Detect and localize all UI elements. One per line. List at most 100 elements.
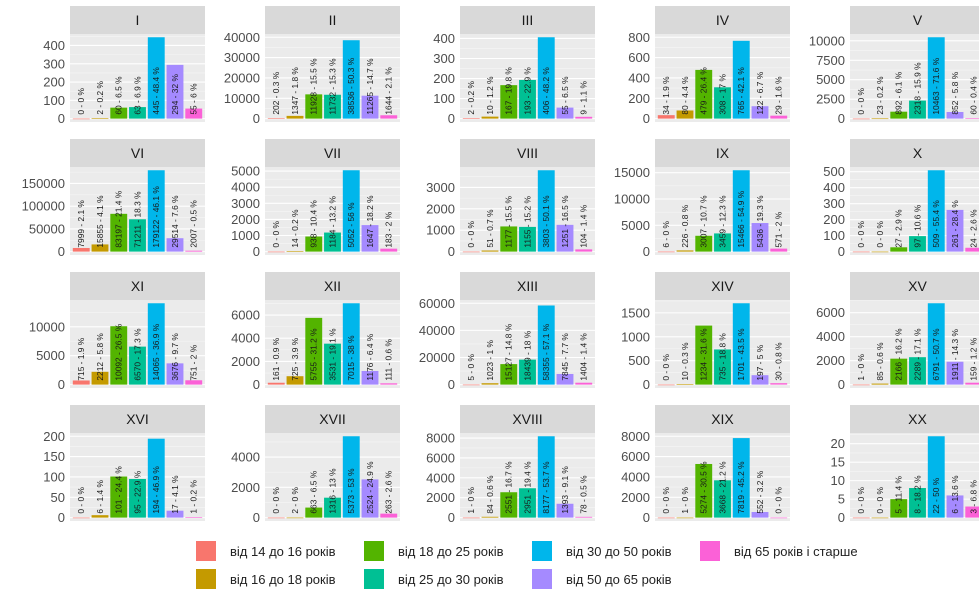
bar-label: 7999 - 2.1 % bbox=[76, 200, 86, 248]
bar-label: 2 - 0 % bbox=[290, 487, 300, 514]
y-tick-label: 7500 bbox=[816, 53, 845, 68]
bar-label: 1404 - 1.4 % bbox=[579, 333, 589, 381]
bar bbox=[110, 107, 128, 119]
y-tick-label: 0 bbox=[643, 377, 650, 392]
bar bbox=[324, 232, 341, 252]
bar-label: 0 - 0 % bbox=[76, 487, 86, 514]
facet-title: XVIII bbox=[512, 411, 542, 427]
bar bbox=[871, 383, 889, 385]
y-tick-label: 20 bbox=[831, 436, 845, 451]
bar bbox=[537, 37, 555, 119]
bar-label: 3668 - 21.2 % bbox=[718, 461, 728, 514]
facet-panel: III 0 100 200 300 400 2 - 0.2 % 10 - 1.2 % 167 -… bbox=[433, 6, 595, 126]
bar bbox=[575, 116, 593, 119]
bar-label: 3676 - 9.7 % bbox=[170, 333, 180, 381]
bar-label: 0 - 0 % bbox=[774, 487, 784, 514]
bar-label: 509 - 55.4 % bbox=[931, 200, 941, 248]
bar-label: 571 - 2 % bbox=[774, 211, 784, 247]
bar bbox=[166, 510, 184, 518]
bar-label: 15466 - 54.9 % bbox=[736, 190, 746, 247]
bar bbox=[714, 349, 731, 385]
bar bbox=[380, 115, 398, 119]
bar-label: 6 - 1.4 % bbox=[95, 480, 105, 514]
bar bbox=[481, 250, 499, 252]
y-tick-label: 500 bbox=[823, 164, 845, 179]
bar bbox=[852, 384, 870, 386]
facet-panel: IX 0 5000 10000 15000 6 - 0 % 226 - 0.8 % 3007 … bbox=[614, 139, 790, 259]
bar bbox=[732, 170, 750, 252]
bar bbox=[129, 346, 146, 385]
bar bbox=[890, 247, 908, 252]
facet-panel: IV 0 200 400 600 800 34 - 1.9 % 80 - 4.4 % 479 -… bbox=[628, 6, 790, 126]
bar bbox=[965, 247, 979, 252]
facet-strip bbox=[70, 272, 205, 300]
facet-panel: XII 0 2000 4000 6000 161 - 0.9 % 725 - 3.9 % 57… bbox=[231, 272, 400, 392]
y-tick-label: 0 bbox=[838, 510, 845, 525]
bar bbox=[695, 463, 713, 518]
legend-label: від 16 до 18 років bbox=[230, 571, 336, 587]
legend-label: від 18 до 25 років bbox=[398, 543, 504, 559]
bar-label: 5373 - 53 % bbox=[346, 468, 356, 514]
bar bbox=[695, 325, 713, 385]
y-tick-label: 100 bbox=[43, 469, 65, 484]
facet-strip bbox=[70, 405, 205, 433]
y-tick-label: 0 bbox=[448, 244, 455, 259]
facet-title: II bbox=[329, 12, 337, 28]
bar-label: 34 - 1.9 % bbox=[661, 76, 671, 115]
bar-label: 445 - 48.4 % bbox=[151, 67, 161, 115]
bar-label: 765 - 42.1 % bbox=[736, 67, 746, 115]
bar bbox=[380, 248, 398, 252]
bar-label: 9 - 1.1 % bbox=[579, 81, 589, 115]
bar-label: 83197 - 21.4 % bbox=[114, 190, 124, 247]
bar bbox=[267, 517, 285, 519]
bar-label: 55 - 6.5 % bbox=[560, 76, 570, 115]
bar-label: 5436 - 19.3 % bbox=[755, 195, 765, 248]
facet-title: VII bbox=[324, 145, 341, 161]
bar bbox=[500, 364, 518, 385]
bar bbox=[770, 383, 788, 385]
bar-label: 10 - 0.3 % bbox=[680, 342, 690, 381]
bar bbox=[110, 326, 128, 385]
bar bbox=[732, 40, 750, 119]
y-tick-label: 50000 bbox=[29, 221, 65, 236]
bar bbox=[537, 436, 555, 518]
facet-strip bbox=[850, 405, 979, 433]
bar-label: 84 - 0.6 % bbox=[485, 475, 495, 514]
bar bbox=[286, 251, 304, 252]
bar bbox=[324, 94, 341, 119]
y-tick-label: 0 bbox=[253, 111, 260, 126]
y-tick-label: 200 bbox=[43, 429, 65, 444]
legend-item: від 30 до 50 років bbox=[532, 540, 672, 562]
facet-title: XI bbox=[131, 278, 144, 294]
bar bbox=[91, 244, 109, 252]
bar bbox=[657, 251, 675, 253]
y-tick-label: 300 bbox=[433, 51, 455, 66]
bar-label: 0 - 0 % bbox=[661, 354, 671, 381]
facet-panel: XIV 0 500 1000 1500 0 - 0 % 10 - 0.3 % 1234 - 3… bbox=[621, 272, 790, 392]
bar-label: 6791 - 50.7 % bbox=[931, 328, 941, 381]
bar bbox=[147, 37, 165, 119]
facet-title: XV bbox=[908, 278, 927, 294]
bar bbox=[324, 343, 341, 385]
y-tick-label: 100000 bbox=[22, 199, 65, 214]
facet-title: VIII bbox=[517, 145, 538, 161]
bar bbox=[927, 37, 945, 119]
bar-label: 7845 - 7.7 % bbox=[560, 333, 570, 381]
bar bbox=[129, 219, 146, 252]
bar bbox=[324, 497, 341, 518]
bar bbox=[556, 503, 574, 518]
legend-label: від 65 років і старше bbox=[734, 543, 858, 559]
bar-label: 938 - 10.4 % bbox=[309, 200, 319, 248]
y-tick-label: 8000 bbox=[426, 431, 455, 446]
bar-label: 3 - 6.8 % bbox=[969, 480, 979, 514]
y-tick-label: 100 bbox=[823, 228, 845, 243]
bar-label: 1023 - 1 % bbox=[485, 340, 495, 381]
bar-label: 5274 - 30.5 % bbox=[699, 461, 709, 514]
y-tick-label: 200 bbox=[43, 75, 65, 90]
y-tick-label: 3000 bbox=[426, 180, 455, 195]
bar-label: 479 - 26.4 % bbox=[699, 67, 709, 115]
legend-swatch bbox=[532, 541, 552, 561]
bar-label: 308 - 17 % bbox=[718, 74, 728, 115]
